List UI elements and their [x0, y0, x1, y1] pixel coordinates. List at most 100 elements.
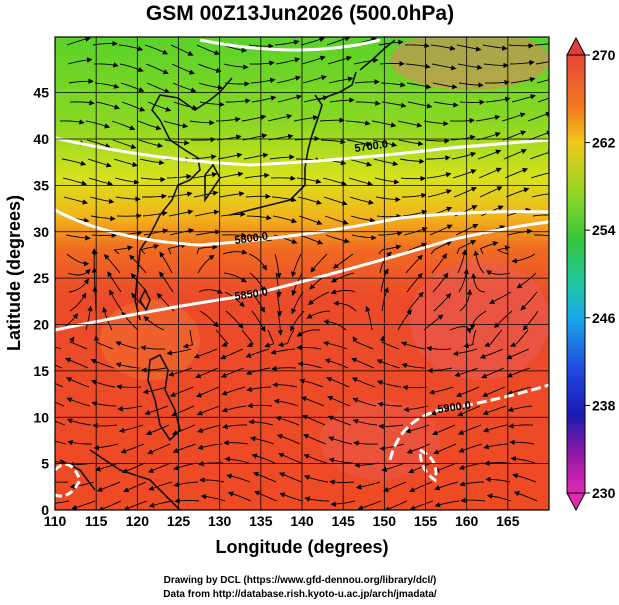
streamline	[241, 329, 255, 348]
streamline	[216, 134, 242, 141]
streamline	[290, 310, 305, 332]
streamline	[145, 424, 170, 436]
colorbar-label: 238	[592, 397, 616, 413]
contours	[55, 38, 549, 498]
streamline	[434, 500, 460, 508]
streamline	[365, 305, 373, 331]
streamline	[351, 357, 375, 369]
streamline	[197, 424, 222, 433]
streamline	[304, 496, 330, 502]
streamline	[516, 272, 537, 289]
streamline	[163, 120, 189, 129]
streamline	[279, 492, 304, 502]
contour-label: 5700.0	[354, 138, 389, 155]
streamline	[458, 268, 469, 293]
streamline	[90, 358, 115, 369]
streamline	[196, 244, 218, 255]
streamline	[375, 196, 401, 203]
streamline	[86, 139, 111, 149]
streamline	[308, 291, 330, 306]
streamline	[118, 44, 144, 52]
streamline	[480, 241, 499, 255]
streamline	[482, 44, 508, 51]
streamline	[196, 44, 221, 56]
streamline	[513, 491, 538, 502]
streamline	[275, 415, 300, 426]
streamline	[246, 386, 272, 392]
streamline	[351, 234, 377, 241]
x-axis-label: Longitude (degrees)	[215, 537, 388, 557]
y-tick-label: 0	[41, 502, 49, 518]
streamline	[114, 177, 140, 185]
streamline	[95, 462, 120, 472]
streamline	[276, 75, 302, 84]
streamline	[145, 63, 169, 75]
streamline	[276, 433, 301, 445]
streamline	[510, 456, 536, 464]
streamline	[329, 97, 355, 103]
streamline	[379, 60, 405, 67]
streamline	[113, 245, 134, 255]
streamline	[55, 420, 66, 426]
streamline	[223, 440, 249, 446]
x-tick-label: 150	[373, 513, 397, 529]
streamline	[378, 230, 403, 237]
streamline	[98, 500, 122, 510]
streamline	[296, 329, 321, 337]
coastline	[59, 39, 396, 510]
streamline	[306, 310, 331, 319]
streamline	[510, 329, 529, 347]
streamline	[485, 476, 511, 483]
streamline	[431, 253, 447, 274]
streamline	[326, 37, 351, 46]
streamline	[92, 423, 118, 429]
streamline	[432, 424, 456, 436]
streamline	[85, 120, 111, 129]
streamline	[194, 209, 220, 217]
streamline	[478, 167, 502, 179]
streamline	[432, 82, 458, 90]
streamline	[349, 196, 375, 205]
streamline	[397, 120, 423, 128]
streamline	[426, 345, 452, 352]
streamline	[66, 397, 91, 407]
streamline	[224, 81, 250, 87]
streamline	[380, 81, 406, 88]
streamline	[65, 357, 89, 369]
streamline	[456, 44, 482, 52]
streamline	[296, 177, 322, 184]
streamline	[220, 367, 245, 378]
streamline	[55, 440, 67, 445]
streamline	[224, 456, 250, 464]
streamline	[251, 310, 266, 332]
streamline	[273, 398, 299, 407]
streamline	[69, 292, 87, 312]
streamline	[381, 101, 407, 108]
streamline	[250, 77, 276, 84]
streamline	[483, 443, 509, 450]
streamline	[68, 78, 94, 84]
y-tick-label: 40	[33, 131, 49, 147]
streamline	[226, 473, 251, 483]
streamline	[246, 214, 272, 221]
streamline	[71, 500, 96, 510]
streamline	[115, 362, 141, 369]
streamline	[90, 215, 116, 222]
streamline	[111, 120, 136, 131]
streamline	[404, 42, 430, 49]
streamline	[66, 418, 92, 426]
streamline	[424, 138, 450, 144]
streamline	[271, 196, 297, 203]
streamline	[140, 345, 166, 351]
title: GSM 00Z13Jun2026 (500.0hPa)	[146, 2, 454, 25]
streamline	[477, 149, 502, 160]
streamline	[122, 462, 146, 474]
streamline	[147, 443, 171, 455]
streamline	[458, 82, 484, 88]
streamline	[198, 82, 224, 91]
streamline	[217, 152, 243, 160]
streamline	[245, 193, 271, 200]
streamline	[198, 288, 223, 294]
streamline	[65, 234, 91, 241]
streamline	[264, 329, 275, 348]
